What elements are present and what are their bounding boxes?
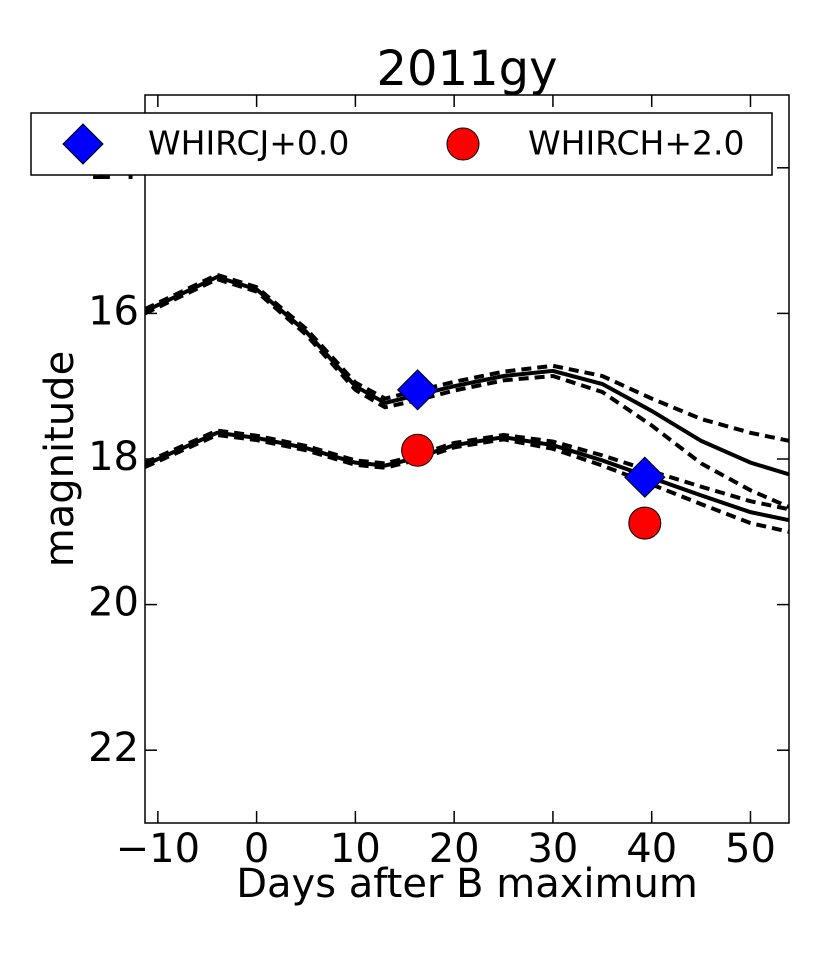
circle-marker [628, 506, 662, 540]
x-axis-label: Days after B maximum [236, 861, 698, 907]
x-tick-label: 0 [244, 826, 269, 872]
model-curve [145, 272, 789, 443]
x-tick-label: 50 [725, 826, 776, 872]
y-tick-label: 18 [88, 434, 139, 480]
y-tick-label: 16 [88, 288, 139, 334]
diamond-marker [396, 369, 439, 411]
circle-marker [401, 433, 435, 467]
legend-label: WHIRCJ+0.0 [148, 124, 349, 163]
diamond-marker [62, 123, 104, 165]
circle-marker [446, 127, 480, 161]
chart-title: 2011gy [376, 41, 557, 97]
x-tick-label: −10 [116, 826, 200, 872]
legend-label: WHIRCH+2.0 [528, 124, 744, 163]
legend-box [30, 112, 773, 176]
legend: WHIRCJ+0.0 WHIRCH+2.0 [30, 112, 773, 176]
y-tick-label: 22 [88, 725, 139, 771]
y-axis-label: magnitude [37, 351, 83, 567]
x-tick-label: 10 [330, 826, 381, 872]
model-curve [145, 430, 789, 523]
y-tick-label: 20 [88, 580, 139, 626]
x-tick-label: 20 [429, 826, 480, 872]
curves [145, 272, 789, 534]
model-curve [145, 432, 789, 534]
model-curve [145, 428, 789, 512]
diamond-marker [624, 456, 666, 498]
x-tick-label: 40 [626, 826, 677, 872]
model-curve [145, 277, 789, 509]
x-tick-label: 30 [527, 826, 578, 872]
